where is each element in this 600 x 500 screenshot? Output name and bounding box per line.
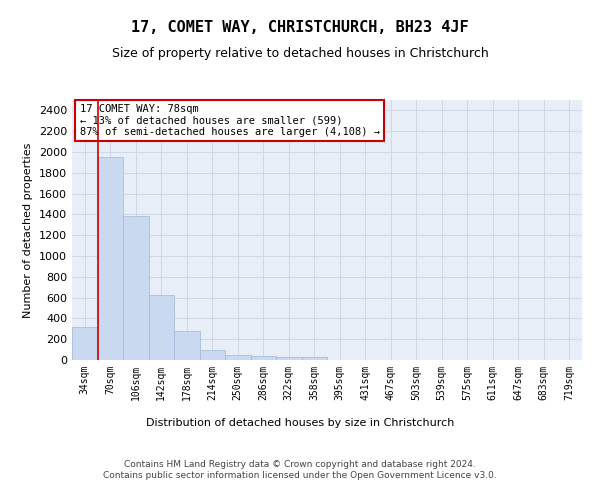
- Text: Distribution of detached houses by size in Christchurch: Distribution of detached houses by size …: [146, 418, 454, 428]
- Bar: [276, 357, 302, 360]
- Bar: [72, 326, 97, 360]
- Bar: [149, 295, 174, 360]
- Bar: [251, 356, 276, 360]
- Text: Size of property relative to detached houses in Christchurch: Size of property relative to detached ho…: [112, 48, 488, 60]
- Text: 17 COMET WAY: 78sqm
← 13% of detached houses are smaller (599)
87% of semi-detac: 17 COMET WAY: 78sqm ← 13% of detached ho…: [80, 104, 380, 137]
- Y-axis label: Number of detached properties: Number of detached properties: [23, 142, 34, 318]
- Bar: [302, 358, 327, 360]
- Bar: [97, 157, 123, 360]
- Bar: [225, 355, 251, 360]
- Bar: [123, 216, 149, 360]
- Text: Contains HM Land Registry data © Crown copyright and database right 2024.
Contai: Contains HM Land Registry data © Crown c…: [103, 460, 497, 479]
- Text: 17, COMET WAY, CHRISTCHURCH, BH23 4JF: 17, COMET WAY, CHRISTCHURCH, BH23 4JF: [131, 20, 469, 35]
- Bar: [174, 331, 199, 360]
- Bar: [199, 350, 225, 360]
